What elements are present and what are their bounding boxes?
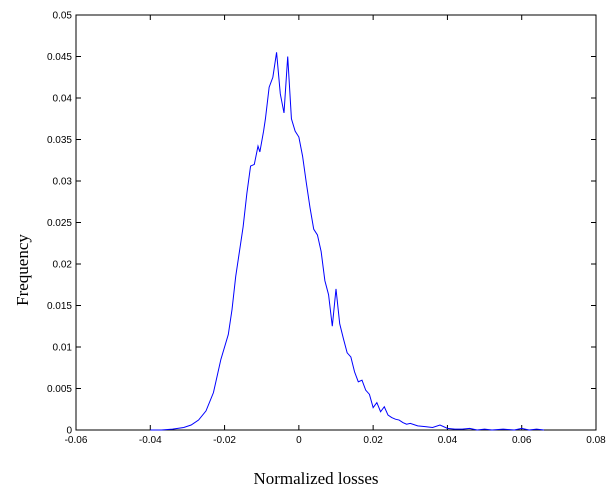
y-tick-label: 0.045: [47, 52, 72, 63]
frequency-line: [150, 52, 545, 431]
y-axis-title: Frequency: [13, 234, 32, 306]
x-tick-label: -0.02: [213, 435, 236, 446]
plot-area: [75, 14, 597, 431]
y-tick-label: 0.03: [53, 177, 73, 188]
y-tick-label: 0.04: [53, 94, 73, 105]
y-tick-label: 0.015: [47, 301, 72, 312]
x-tick-label: 0.04: [438, 435, 458, 446]
x-axis-title: Normalized losses: [253, 469, 378, 488]
x-tick-label: -0.04: [139, 435, 162, 446]
y-tick-label: 0.005: [47, 384, 72, 395]
axis-ticks: [75, 14, 597, 431]
y-tick-label: 0.02: [53, 260, 73, 271]
x-tick-label: 0.02: [363, 435, 383, 446]
y-tick-label: 0.035: [47, 135, 72, 146]
y-tick-label: 0: [66, 426, 72, 437]
x-tick-label: 0.06: [512, 435, 532, 446]
y-tick-label: 0.025: [47, 218, 72, 229]
y-tick-label: 0.01: [53, 343, 73, 354]
x-tick-label: 0.08: [586, 435, 606, 446]
y-tick-label: 0.05: [53, 11, 73, 22]
x-tick-label: 0: [296, 435, 302, 446]
axis-tick-labels: -0.06 -0.04 -0.02 0 0.02 0.04 0.06 0.08 0 0.005 0.…: [47, 11, 606, 447]
x-tick-label: -0.06: [65, 435, 88, 446]
